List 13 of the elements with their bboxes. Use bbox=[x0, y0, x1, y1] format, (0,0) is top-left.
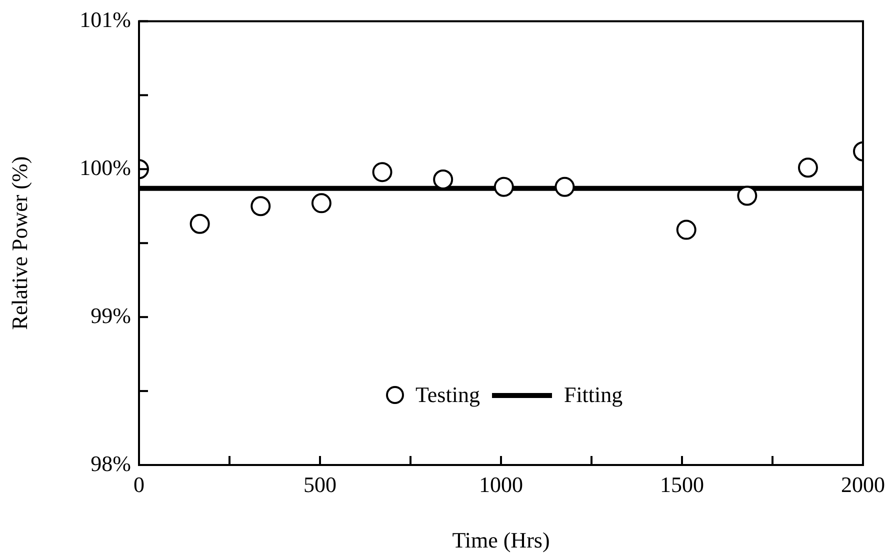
x-axis-title: Time (Hrs) bbox=[452, 528, 550, 553]
legend-label: Testing bbox=[416, 382, 480, 408]
x-tick-label: 0 bbox=[134, 472, 144, 497]
y-tick-label: 98% bbox=[90, 450, 131, 476]
y-axis-title: Relative Power (%) bbox=[6, 156, 32, 330]
x-tick-label: 1500 bbox=[660, 472, 704, 497]
x-tick-label: 2000 bbox=[841, 472, 885, 497]
y-tick-label: 99% bbox=[90, 302, 131, 328]
legend-label: Fitting bbox=[564, 382, 623, 408]
x-tick-label: 1000 bbox=[479, 472, 523, 497]
y-tick-label: 101% bbox=[80, 6, 131, 32]
y-tick-label: 100% bbox=[80, 154, 131, 180]
x-tick-label: 500 bbox=[304, 472, 336, 497]
